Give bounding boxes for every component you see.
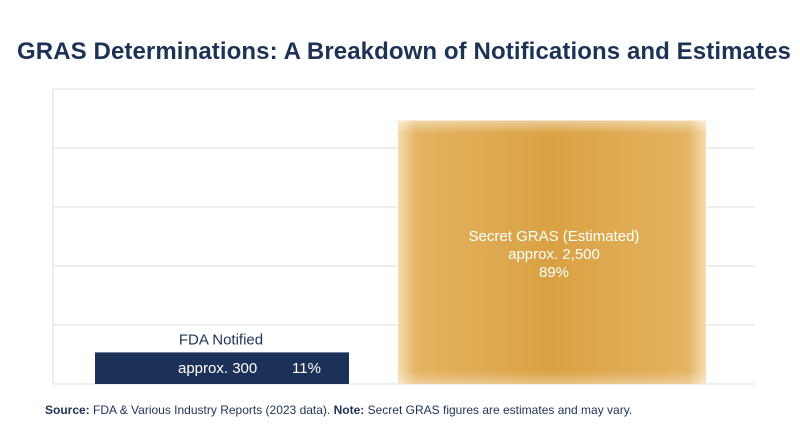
- bars: [95, 120, 706, 384]
- category-label-secret: Secret GRAS (Estimated): [469, 228, 640, 245]
- value-label-fda: approx. 300: [178, 360, 257, 377]
- source-label: Source:: [45, 403, 90, 417]
- bar-secret-gras-fade: [398, 120, 706, 384]
- bar-fda-notified: [95, 352, 349, 384]
- value-label-secret: approx. 2,500: [508, 246, 600, 263]
- category-label-fda: FDA Notified: [179, 331, 263, 348]
- note-text: Secret GRAS figures are estimates and ma…: [367, 403, 633, 417]
- source-note: Source: FDA & Various Industry Reports (…: [45, 403, 632, 417]
- bar-labels: FDA Notified approx. 300 11% Secret GRAS (E…: [178, 228, 639, 377]
- note-label: Note:: [333, 403, 365, 417]
- source-text: FDA & Various Industry Reports (2023 dat…: [93, 403, 331, 417]
- percent-label-secret: 89%: [539, 264, 569, 281]
- percent-label-fda: 11%: [292, 360, 321, 377]
- chart-title: GRAS Determinations: A Breakdown of Noti…: [17, 38, 791, 65]
